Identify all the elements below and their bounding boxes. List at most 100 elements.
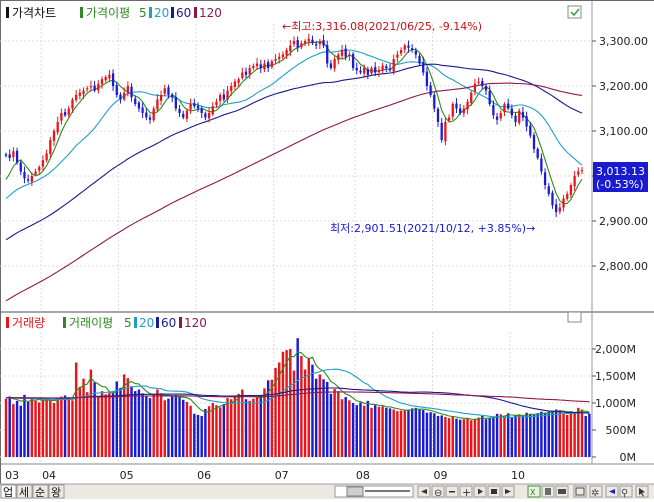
candle-down xyxy=(63,112,67,116)
candle-down xyxy=(521,112,525,118)
volume-panel-settings-button[interactable] xyxy=(567,311,582,323)
candle-down xyxy=(411,48,414,50)
candle-up xyxy=(392,59,395,72)
tab-wang[interactable] xyxy=(48,484,65,499)
candle-down xyxy=(388,68,392,71)
volume-ma-legend-label: 거래이평 xyxy=(69,316,113,330)
candle-down xyxy=(111,73,115,86)
candle-down xyxy=(425,71,429,86)
volume-ma-60-line xyxy=(6,387,590,414)
excel-export-button[interactable] xyxy=(527,485,541,498)
price-legend-title: 가격차트 xyxy=(12,6,56,20)
candle-down xyxy=(148,117,152,120)
volume-bar-down xyxy=(410,408,414,457)
volume-bar-down xyxy=(506,413,510,457)
volume-bar-up xyxy=(396,411,399,457)
volume-bar-up xyxy=(451,415,454,457)
candle-down xyxy=(259,64,262,68)
volume-bar-up xyxy=(207,406,211,457)
zoom-in-button[interactable] xyxy=(459,485,473,498)
volume-bar-up xyxy=(477,417,480,457)
volume-legend-title: 거래량 xyxy=(12,316,45,330)
month-label: 10 xyxy=(511,469,525,482)
volume-legend: 거래량 거래이평 5 20 60 120 xyxy=(6,316,207,330)
price-panel-settings-button[interactable] xyxy=(567,5,582,19)
volume-bar-down xyxy=(554,409,558,457)
volume-bar-down xyxy=(8,396,11,457)
candle-up xyxy=(370,68,373,74)
check-icon xyxy=(570,8,580,17)
candle-down xyxy=(15,150,19,163)
volume-bar-up xyxy=(218,407,222,457)
candle-up xyxy=(348,54,351,56)
volume-bar-up xyxy=(337,391,340,457)
volume-bar-up xyxy=(56,398,59,457)
candle-up xyxy=(156,99,159,110)
magnifier-button[interactable] xyxy=(619,485,633,498)
price-tick-label: 2,900.00 xyxy=(599,215,648,228)
volume-bar-down xyxy=(141,393,144,457)
month-label: 09 xyxy=(433,469,447,482)
volume-bar-down xyxy=(514,415,517,457)
candle-down xyxy=(514,115,517,122)
candle-down xyxy=(130,86,133,98)
volume-bar-up xyxy=(318,374,322,457)
zoom-slider-handle[interactable] xyxy=(346,486,364,497)
volume-bar-down xyxy=(322,379,325,457)
pan-button[interactable] xyxy=(431,485,445,498)
candle-up xyxy=(573,176,576,187)
price-tick-label: 3,300.00 xyxy=(599,35,648,48)
candle-up xyxy=(34,171,37,175)
volume-bar-up xyxy=(558,410,562,457)
volume-bar-up xyxy=(499,414,502,457)
volume-bar-down xyxy=(366,400,370,457)
volume-bar-up xyxy=(289,349,292,457)
candle-up xyxy=(41,160,45,167)
candle-up xyxy=(108,74,111,79)
volume-bar-up xyxy=(447,418,451,457)
volume-bar-down xyxy=(200,415,203,457)
tab-upjong[interactable] xyxy=(0,484,17,499)
candle-down xyxy=(115,85,118,95)
volume-bar-down xyxy=(543,412,547,457)
candle-down xyxy=(119,94,122,100)
candle-down xyxy=(344,48,347,57)
candle-down xyxy=(543,172,547,185)
price-ma120-marker xyxy=(194,7,197,18)
candle-down xyxy=(315,44,318,46)
volume-bar-down xyxy=(311,364,314,457)
tab-sun[interactable] xyxy=(32,484,49,499)
price-tick-label: 2,800.00 xyxy=(599,260,648,273)
volume-ma-5-line xyxy=(5,351,590,420)
volume-bar-up xyxy=(41,399,45,457)
price-ma-legend-marker xyxy=(80,7,83,18)
month-label: 08 xyxy=(356,469,370,482)
volume-bar-down xyxy=(63,395,67,457)
cursor-icon xyxy=(639,488,645,497)
tab-se[interactable] xyxy=(16,484,33,499)
volume-bar-up xyxy=(255,397,259,457)
candle-up xyxy=(152,108,155,121)
candle-up xyxy=(470,92,473,104)
volume-bar-up xyxy=(470,420,473,457)
candle-up xyxy=(189,104,192,110)
candle-up xyxy=(163,88,166,94)
candle-down xyxy=(4,154,8,156)
candle-up xyxy=(45,153,48,161)
price-ma60-period: 60 xyxy=(176,6,191,20)
candle-up xyxy=(562,198,565,208)
volume-bar-up xyxy=(100,391,104,457)
candle-down xyxy=(174,97,177,109)
volume-bar-down xyxy=(418,409,421,457)
candle-up xyxy=(274,59,277,61)
settings-button[interactable] xyxy=(589,485,603,498)
candle-up xyxy=(518,110,521,123)
candle-down xyxy=(93,85,96,91)
candle-up xyxy=(399,50,403,54)
candle-up xyxy=(38,167,41,171)
volume-bar-down xyxy=(26,401,30,457)
candle-up xyxy=(100,79,104,85)
layout-button[interactable] xyxy=(573,485,587,498)
candle-up xyxy=(75,95,78,100)
volume-bar-down xyxy=(19,405,22,457)
